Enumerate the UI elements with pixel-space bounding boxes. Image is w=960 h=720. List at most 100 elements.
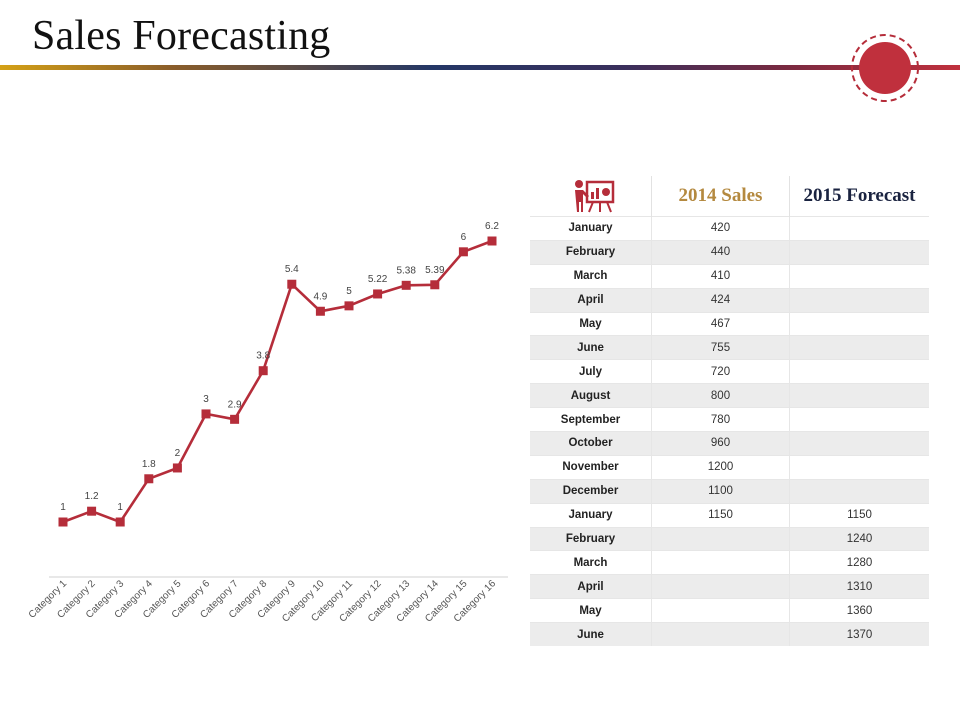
- month-cell: August: [530, 383, 652, 408]
- month-cell: April: [530, 574, 652, 599]
- table-row: June 1370: [530, 622, 929, 647]
- sales-2014-cell: 720: [651, 359, 790, 384]
- sales-2014-cell: 1200: [651, 454, 790, 480]
- month-cell: January: [530, 216, 652, 241]
- data-label: 5: [346, 286, 352, 297]
- month-cell: March: [530, 550, 652, 575]
- sales-2014-cell: [651, 574, 790, 599]
- data-point: [115, 517, 125, 527]
- data-label: 1: [60, 502, 66, 513]
- table-row: February 440: [530, 239, 929, 265]
- data-label: 3.8: [256, 351, 270, 362]
- forecast-2015-cell: [789, 359, 929, 384]
- month-cell: April: [530, 287, 652, 313]
- data-point: [373, 289, 383, 299]
- data-point: [315, 306, 325, 316]
- data-label: 5.4: [285, 264, 299, 275]
- forecast-2015-cell: [789, 454, 929, 480]
- table-row: July 720: [530, 359, 929, 384]
- sales-2014-cell: [651, 598, 790, 623]
- header-2014-sales: 2014 Sales: [651, 176, 790, 217]
- sales-2014-cell: [651, 622, 790, 647]
- table-row: February 1240: [530, 526, 929, 551]
- data-label: 4.9: [313, 291, 327, 302]
- data-point: [401, 280, 411, 290]
- sales-2014-cell: 410: [651, 263, 790, 289]
- data-point: [144, 474, 154, 484]
- target-circle-icon: [851, 34, 919, 102]
- data-label: 5.38: [396, 265, 416, 276]
- sales-2014-cell: 780: [651, 407, 790, 432]
- forecast-2015-cell: 1280: [789, 550, 929, 575]
- table-row: March 1280: [530, 550, 929, 575]
- data-label: 5.22: [368, 274, 388, 285]
- table-header-icon-cell: [530, 176, 652, 217]
- table-body: January 420 February 440 March 410 April 424 May…: [530, 216, 929, 647]
- sales-2014-cell: 755: [651, 335, 790, 360]
- month-cell: October: [530, 431, 652, 456]
- sales-table-container: 2014 Sales 2015 Forecast January 420 Febru…: [530, 176, 929, 647]
- forecast-2015-cell: [789, 239, 929, 265]
- data-label: 1: [117, 502, 123, 513]
- month-cell: February: [530, 239, 652, 265]
- table-row: April 424: [530, 287, 929, 313]
- sales-2014-cell: 467: [651, 311, 790, 336]
- month-cell: July: [530, 359, 652, 384]
- data-point: [58, 517, 68, 527]
- table-row: October 960: [530, 431, 929, 456]
- data-point: [487, 236, 497, 246]
- forecast-2015-cell: [789, 287, 929, 313]
- month-cell: November: [530, 454, 652, 480]
- data-point: [287, 279, 297, 289]
- data-point: [458, 247, 468, 257]
- month-cell: December: [530, 478, 652, 504]
- data-label: 6: [461, 232, 467, 243]
- month-cell: September: [530, 407, 652, 432]
- table-row: January 420: [530, 216, 929, 241]
- page-title: Sales Forecasting: [32, 13, 331, 59]
- forecast-2015-cell: 1310: [789, 574, 929, 599]
- sales-2014-cell: 424: [651, 287, 790, 313]
- sales-forecast-table: 2014 Sales 2015 Forecast January 420 Febru…: [530, 176, 929, 647]
- title-divider: [0, 65, 960, 70]
- forecast-2015-cell: [789, 407, 929, 432]
- presentation-board-icon: [574, 180, 614, 213]
- month-cell: June: [530, 335, 652, 360]
- data-point: [430, 280, 440, 290]
- month-cell: January: [530, 502, 652, 528]
- data-label: 1.2: [85, 491, 99, 502]
- table-row: May 467: [530, 311, 929, 336]
- table-row: March 410: [530, 263, 929, 289]
- sales-2014-cell: 960: [651, 431, 790, 456]
- month-cell: March: [530, 263, 652, 289]
- table-row: September 780: [530, 407, 929, 432]
- month-cell: May: [530, 598, 652, 623]
- month-cell: February: [530, 526, 652, 551]
- data-label: 5.39: [425, 265, 445, 276]
- data-point: [344, 301, 354, 311]
- table-row: August 800: [530, 383, 929, 408]
- table-row: November 1200: [530, 454, 929, 480]
- data-label: 6.2: [485, 221, 499, 232]
- sales-2014-cell: 420: [651, 216, 790, 241]
- forecast-2015-cell: [789, 263, 929, 289]
- sales-2014-cell: 440: [651, 239, 790, 265]
- series-line: [62, 239, 493, 524]
- table-row: April 1310: [530, 574, 929, 599]
- forecast-2015-cell: [789, 311, 929, 336]
- month-cell: June: [530, 622, 652, 647]
- data-label: 2.9: [228, 399, 242, 410]
- data-point: [201, 409, 211, 419]
- forecast-2015-cell: 1360: [789, 598, 929, 623]
- data-point: [258, 366, 268, 376]
- forecast-2015-cell: [789, 335, 929, 360]
- sales-2014-cell: 1100: [651, 478, 790, 504]
- forecast-2015-cell: [789, 383, 929, 408]
- sales-2014-cell: 1150: [651, 502, 790, 528]
- sales-2014-cell: [651, 550, 790, 575]
- sales-2014-cell: [651, 526, 790, 551]
- data-label: 2: [175, 448, 181, 459]
- table-row: May 1360: [530, 598, 929, 623]
- table-header-row: 2014 Sales 2015 Forecast: [530, 176, 929, 217]
